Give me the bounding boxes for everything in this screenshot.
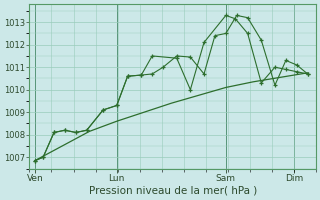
X-axis label: Pression niveau de la mer( hPa ): Pression niveau de la mer( hPa )	[89, 186, 257, 196]
